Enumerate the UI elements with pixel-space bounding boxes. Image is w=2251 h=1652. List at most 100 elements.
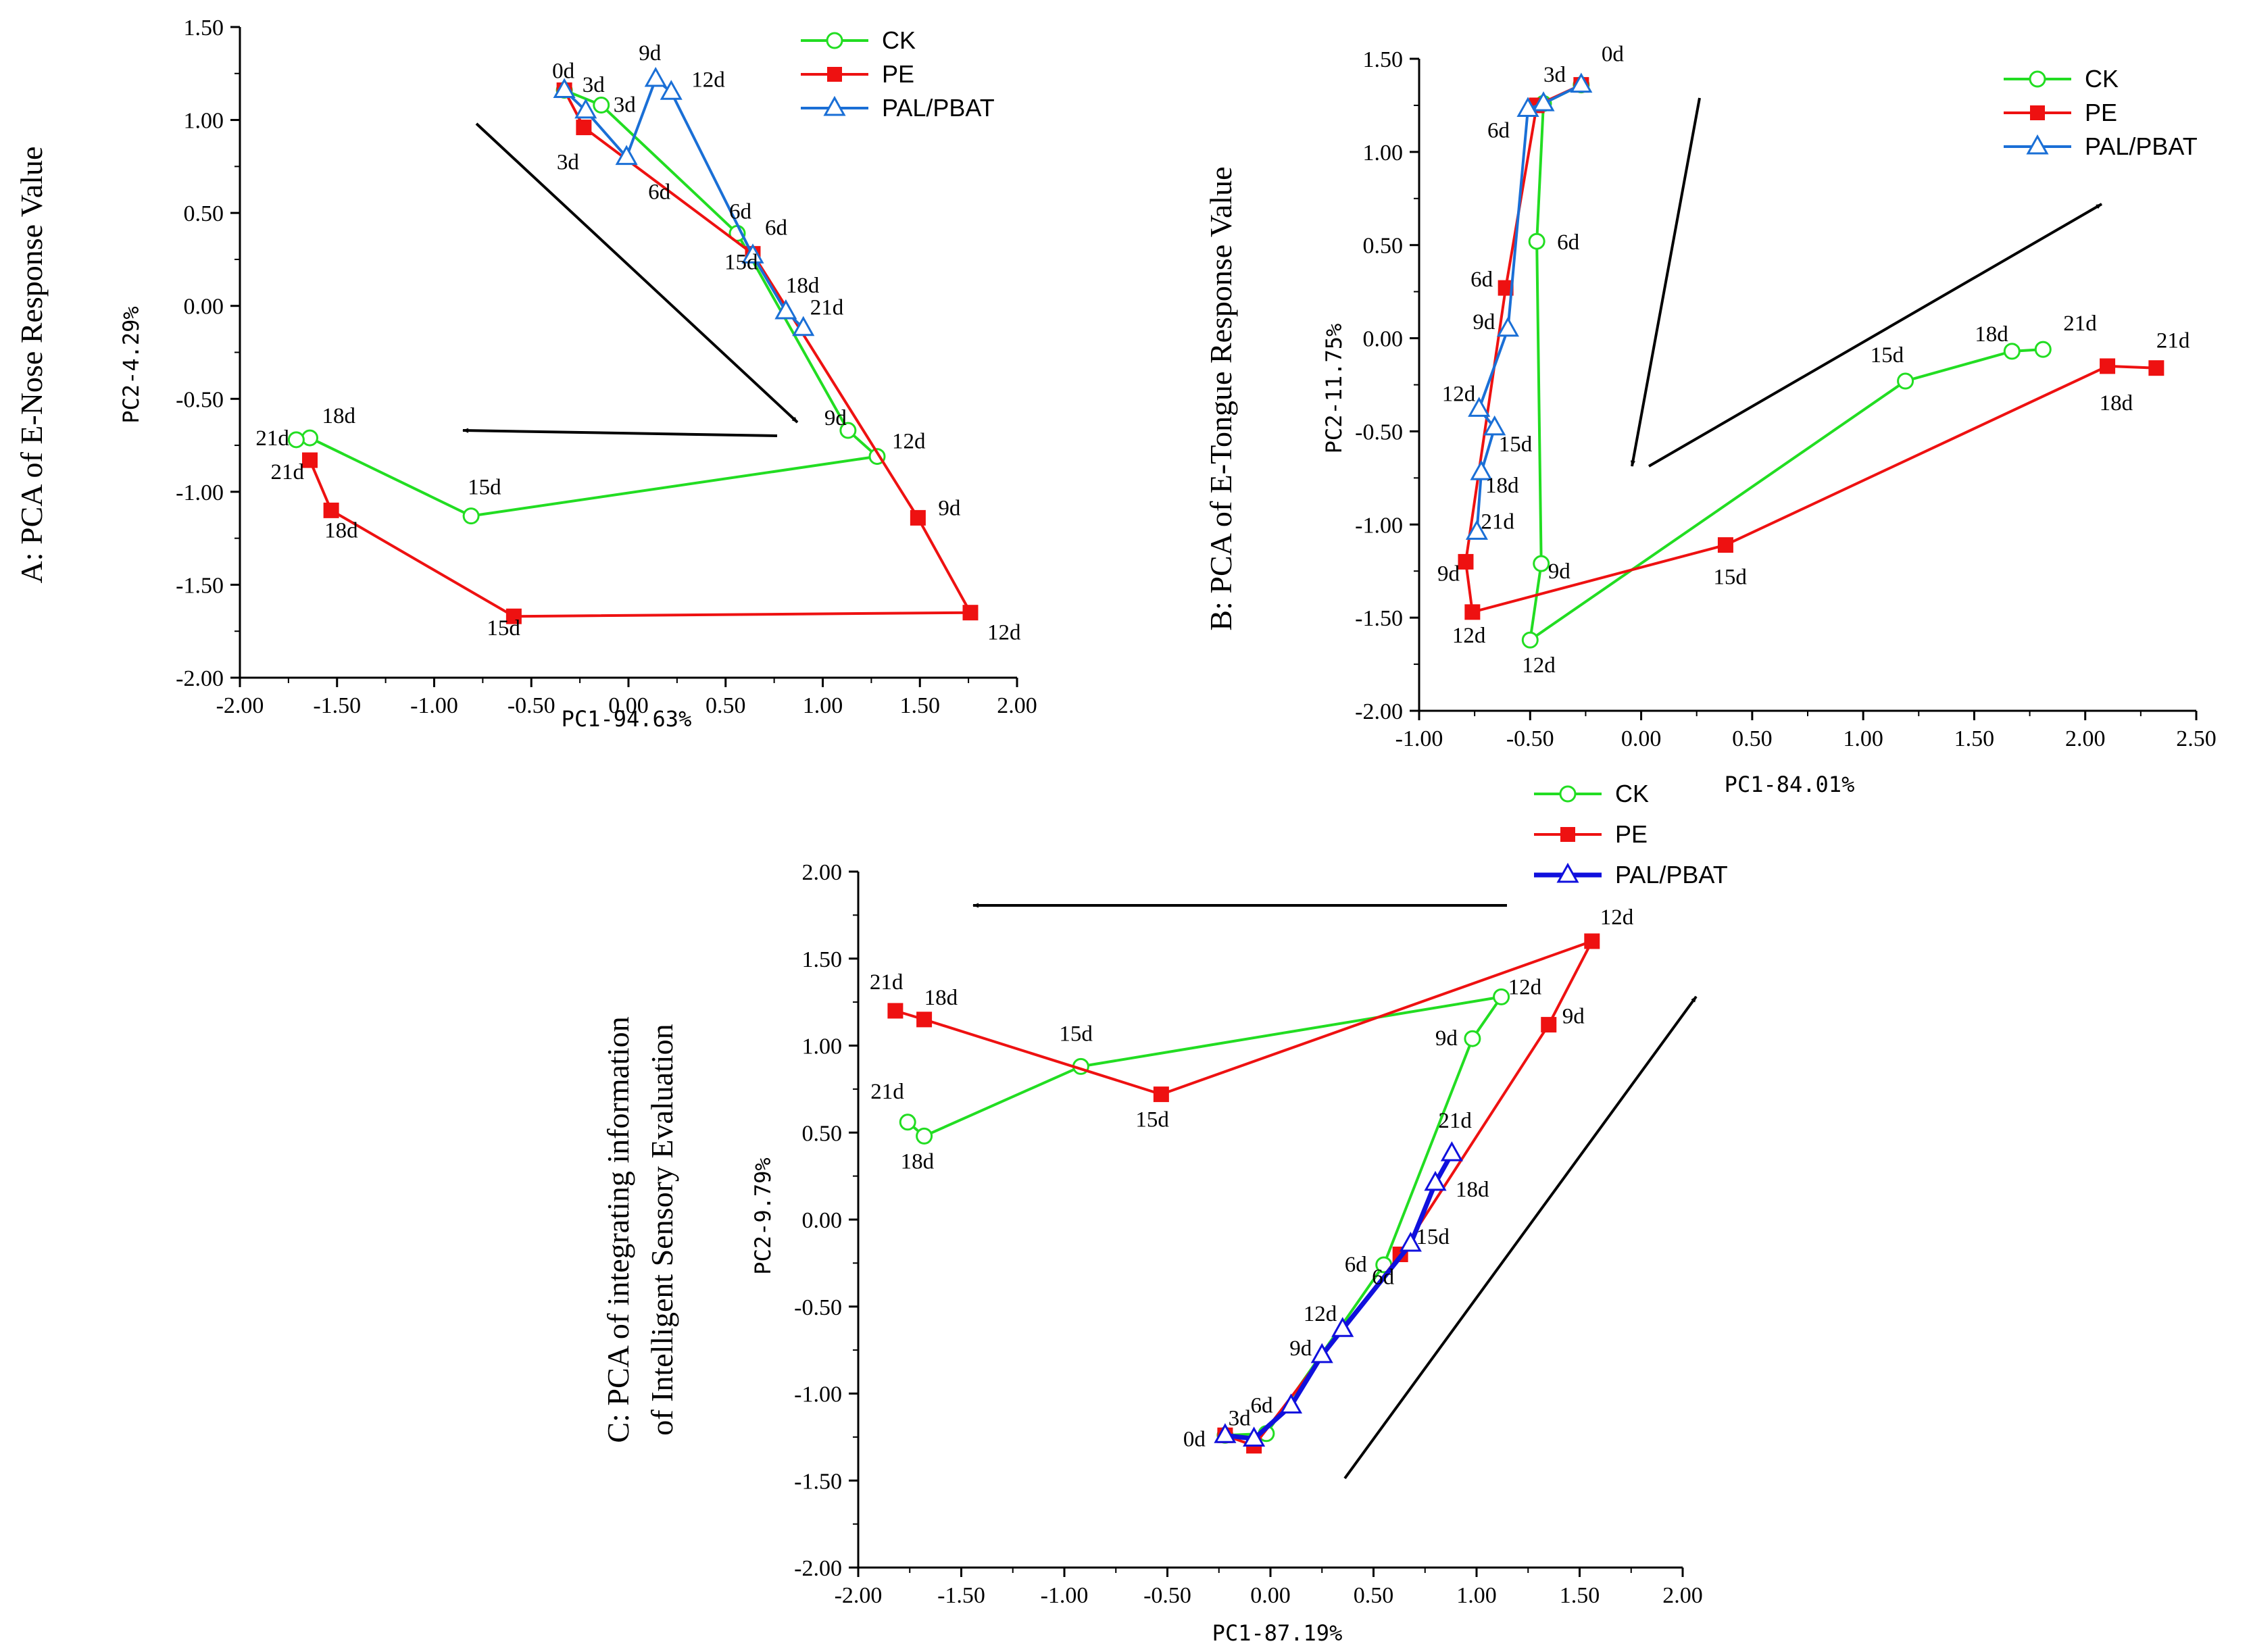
pal-pbat-point-6d bbox=[1279, 1393, 1303, 1414]
pal-pbat-point-12d bbox=[1468, 397, 1491, 417]
y-tick-label: -2.00 bbox=[176, 666, 224, 691]
point-annotation: 21d bbox=[2156, 329, 2190, 353]
legend-marker-pe bbox=[1560, 827, 1575, 842]
legend-label-pe: PE bbox=[1615, 820, 1648, 848]
point-annotation: 15d bbox=[487, 616, 520, 641]
x-tick-label: -1.50 bbox=[937, 1583, 985, 1608]
point-annotation: 12d bbox=[1522, 653, 1556, 678]
point-annotation: 12d bbox=[1600, 905, 1634, 930]
y-tick-label: 1.00 bbox=[184, 109, 224, 134]
y-tick-label: 0.50 bbox=[1363, 234, 1404, 259]
x-tick-label: -1.00 bbox=[1041, 1583, 1089, 1608]
x-tick-label: 1.50 bbox=[1560, 1583, 1600, 1608]
point-annotation: 3d bbox=[1543, 63, 1566, 87]
panel-a-title: A: PCA of E-Nose Response Value bbox=[14, 147, 49, 584]
panel-c-xlabel: PC1-87.19% bbox=[1212, 1620, 1343, 1646]
panel-c-ylabel: PC2-9.79% bbox=[750, 1157, 776, 1274]
point-annotation: 6d bbox=[1345, 1253, 1368, 1277]
series-line-pal-pbat bbox=[1225, 1152, 1454, 1441]
y-tick-label: 1.50 bbox=[184, 16, 224, 41]
point-annotation: 9d bbox=[1548, 559, 1571, 584]
ck-point-18d bbox=[301, 429, 318, 447]
y-tick-label: -0.50 bbox=[794, 1295, 842, 1320]
point-annotation: 9d bbox=[938, 496, 961, 520]
series-line-pe bbox=[1464, 83, 2156, 614]
pal-pbat-point-9d bbox=[644, 66, 667, 87]
series-line-pe bbox=[308, 89, 972, 618]
point-annotation: 15d bbox=[1871, 343, 1904, 368]
panel-a-plot: -2.00 -1.50 -1.00 -0.50 0.00 0.50 1.00 1.50 2.00… bbox=[176, 16, 1037, 718]
y-tick-label: -2.00 bbox=[794, 1556, 842, 1581]
pe-point-3d bbox=[576, 120, 592, 136]
legend-marker-pal-pbat bbox=[823, 95, 846, 116]
panel-a-ylabel: PC2-4.29% bbox=[118, 306, 144, 423]
legend-marker-ck bbox=[826, 32, 843, 49]
y-tick-label: -1.00 bbox=[176, 480, 224, 505]
panel-c-title-line1: C: PCA of integrating information bbox=[601, 1016, 635, 1443]
panel-c-plot: -2.00 -1.50 -1.00 -0.50 0.00 0.50 1.00 1.50 2.00… bbox=[794, 780, 1728, 1608]
legend-marker-pe bbox=[2030, 105, 2045, 120]
panel-b-title: B: PCA of E-Tongue Response Value bbox=[1204, 166, 1238, 630]
point-annotation: 15d bbox=[1135, 1108, 1169, 1132]
point-annotation: 12d bbox=[1442, 382, 1476, 406]
point-annotation: 15d bbox=[1713, 566, 1747, 590]
y-tick-label: -0.50 bbox=[176, 387, 224, 412]
panel-b-arrows bbox=[1630, 97, 2103, 468]
ck-point-21d bbox=[2034, 341, 2052, 358]
y-tick-label: 0.50 bbox=[802, 1121, 843, 1146]
ck-point-15d bbox=[462, 507, 480, 525]
pal-pbat-point-21d bbox=[1440, 1141, 1463, 1161]
legend-marker-pe bbox=[827, 67, 842, 82]
legend-marker-ck bbox=[1559, 785, 1577, 803]
pal-pbat-point-3d bbox=[574, 98, 597, 119]
pe-point-18d bbox=[916, 1011, 933, 1028]
pe-point-21d bbox=[2148, 360, 2165, 376]
x-tick-label: 2.00 bbox=[997, 693, 1037, 718]
point-annotation: 6d bbox=[648, 180, 671, 205]
y-tick-label: 0.00 bbox=[1363, 327, 1404, 352]
point-annotation: 3d bbox=[557, 151, 580, 175]
ck-point-21d bbox=[287, 431, 305, 449]
point-annotation: 9d bbox=[824, 406, 847, 430]
legend-marker-pal-pbat bbox=[1556, 862, 1579, 883]
ck-point-18d bbox=[916, 1127, 933, 1145]
point-annotation: 6d bbox=[1470, 268, 1493, 292]
pe-point-9d bbox=[1458, 553, 1474, 570]
ck-point-9d bbox=[839, 422, 857, 439]
legend-marker-ck bbox=[2029, 70, 2046, 88]
point-annotation: 6d bbox=[765, 216, 788, 241]
series-line-ck bbox=[906, 995, 1503, 1437]
point-annotation: 12d bbox=[987, 621, 1021, 645]
point-annotation: 21d bbox=[2063, 311, 2097, 336]
point-annotation: 0d bbox=[1602, 43, 1625, 67]
point-annotation: 9d bbox=[639, 41, 662, 66]
panel-b: B: PCA of E-Tongue Response Value -1.00-… bbox=[1204, 43, 2217, 797]
legend-marker-pal-pbat bbox=[2026, 134, 2049, 155]
y-tick-label: 1.50 bbox=[1363, 47, 1404, 72]
point-annotation: 0d bbox=[552, 59, 575, 84]
point-annotation: 3d bbox=[614, 93, 637, 118]
point-annotation: 21d bbox=[870, 970, 904, 995]
x-tick-label: 0.50 bbox=[1354, 1583, 1394, 1608]
point-annotation: 6d bbox=[1251, 1394, 1274, 1418]
point-annotation: 21d bbox=[1481, 509, 1514, 534]
pal-pbat-point-12d bbox=[1331, 1317, 1354, 1337]
legend-label-pal-pbat: PAL/PBAT bbox=[2085, 132, 2198, 160]
y-tick-label: 0.00 bbox=[184, 295, 224, 320]
series-line-pe bbox=[895, 940, 1593, 1447]
x-tick-label: 1.00 bbox=[803, 693, 843, 718]
pal-pbat-point-3d bbox=[1243, 1426, 1266, 1447]
pal-pbat-point-6d bbox=[615, 145, 638, 166]
point-annotation: 15d bbox=[1416, 1225, 1450, 1249]
pal-pbat-point-0d bbox=[1570, 72, 1593, 93]
panel-b-trend-arrow-2 bbox=[1648, 203, 2103, 468]
panel-b-trend-arrow-1 bbox=[1630, 97, 1701, 467]
ck-point-21d bbox=[899, 1113, 916, 1131]
x-tick-label: 0.50 bbox=[1732, 726, 1773, 751]
x-tick-label: -2.00 bbox=[835, 1583, 883, 1608]
pe-point-21d bbox=[302, 452, 318, 468]
panel-b-ylabel: PC2-11.75% bbox=[1321, 324, 1347, 454]
ck-point-18d bbox=[2003, 343, 2021, 360]
point-annotation: 6d bbox=[1372, 1266, 1394, 1290]
legend-label-pal-pbat: PAL/PBAT bbox=[1615, 861, 1728, 888]
